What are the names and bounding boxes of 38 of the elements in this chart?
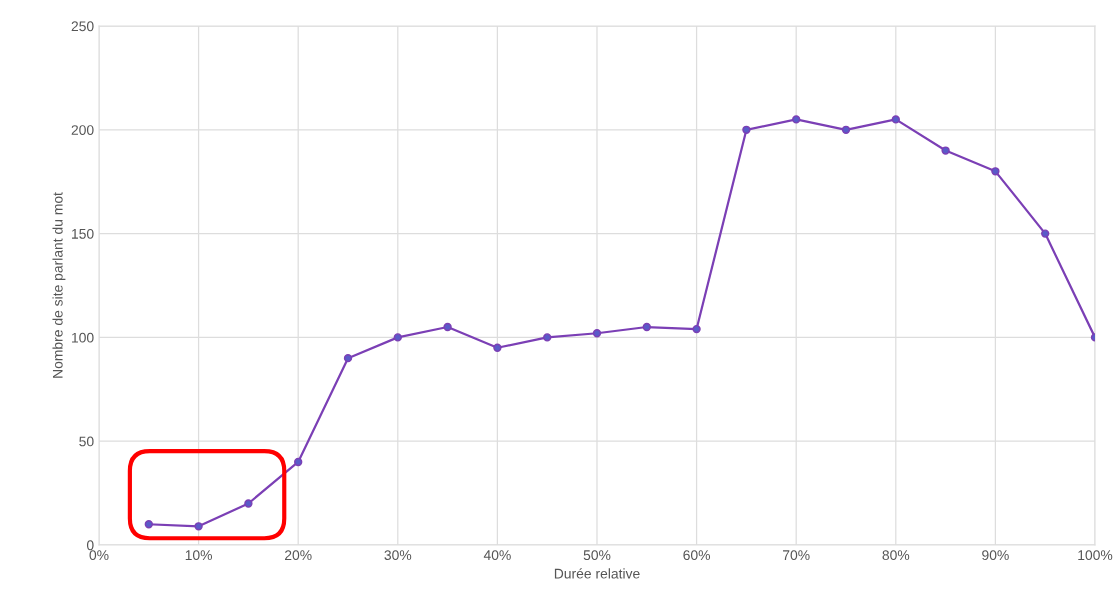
point (493, 343, 502, 352)
point (792, 115, 801, 124)
y-tick-label: 150 (72, 228, 94, 239)
point (294, 457, 303, 467)
point (742, 125, 751, 134)
point (841, 125, 851, 134)
point (443, 322, 452, 332)
point (144, 520, 153, 529)
x-tick-label: 50% (583, 550, 611, 561)
point (891, 115, 900, 124)
x-tick-label: 60% (683, 550, 711, 561)
x-axis-title: Durée relative (554, 568, 640, 579)
point (543, 333, 552, 342)
point (1041, 229, 1050, 238)
y-axis-title: Nombre de site parlant du mot (52, 192, 66, 378)
y-tick-label: 50 (79, 436, 94, 447)
x-tick-label: 10% (185, 550, 213, 561)
point (244, 499, 253, 508)
x-tick-label: 70% (783, 550, 810, 561)
point (592, 329, 602, 338)
y-tick-label: 100 (72, 332, 94, 343)
x-tick-label: 80% (882, 550, 910, 561)
x-tick-label: 0% (89, 550, 109, 561)
x-tick-label: 20% (285, 550, 312, 561)
point (642, 322, 651, 332)
point (941, 146, 950, 155)
point (991, 167, 1000, 176)
x-tick-label: 40% (483, 550, 511, 561)
y-tick-label: 0 (86, 540, 94, 551)
y-tick-label: 250 (71, 21, 94, 32)
x-tick-label: 30% (384, 550, 412, 561)
point (343, 353, 353, 363)
point (194, 522, 203, 531)
y-tick-label: 200 (71, 125, 94, 135)
x-tick-label: 100% (1078, 550, 1113, 561)
x-tick-label: 90% (982, 550, 1009, 561)
point (393, 333, 402, 342)
point (692, 324, 701, 334)
